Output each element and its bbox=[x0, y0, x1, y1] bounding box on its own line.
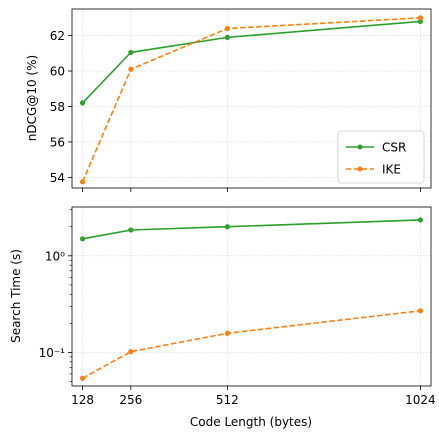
search-time-axes-frame bbox=[71, 206, 432, 387]
ndcg-point-ike-1 bbox=[128, 66, 134, 72]
ndcg-y-tick-label-4: 62 bbox=[50, 29, 65, 43]
ndcg-series bbox=[79, 15, 424, 185]
ndcg-y-tick-label-0: 54 bbox=[50, 171, 65, 185]
search-time-point-ike-0 bbox=[79, 375, 86, 381]
ndcg-axes-frame bbox=[71, 8, 432, 189]
search-time-x-tick-label-1: 256 bbox=[119, 393, 142, 407]
search-time-point-csr-3 bbox=[417, 217, 424, 223]
search-time-point-csr-1 bbox=[128, 227, 134, 233]
search-time-line-csr bbox=[82, 219, 421, 240]
search-time-point-ike-3 bbox=[417, 308, 424, 314]
search-time-x-tick-label-3: 1024 bbox=[405, 393, 436, 407]
search-time-point-csr-2 bbox=[224, 224, 230, 230]
ndcg-y-ticks: 54 56 58 60 62 bbox=[50, 29, 421, 192]
ndcg-panel: 54 56 58 60 62 nDCG@10 (%) CSR IKE bbox=[25, 8, 432, 192]
legend-label-ike: IKE bbox=[382, 163, 401, 177]
ndcg-point-csr-2 bbox=[224, 34, 230, 40]
search-time-ticks: 10⁻¹ 10⁰ 128 256 512 1024 bbox=[39, 209, 436, 407]
search-time-y-tick-label-0: 10⁻¹ bbox=[39, 346, 66, 360]
search-time-line-ike bbox=[82, 309, 421, 380]
ndcg-point-ike-0 bbox=[79, 179, 86, 185]
ndcg-y-tick-label-1: 56 bbox=[50, 135, 65, 149]
legend-marker-csr bbox=[357, 144, 363, 150]
legend-marker-ike bbox=[357, 166, 363, 172]
ndcg-y-axis-label: nDCG@10 (%) bbox=[25, 55, 39, 141]
search-time-y-axis-label: Search Time (s) bbox=[9, 249, 23, 343]
ndcg-point-ike-3 bbox=[417, 15, 424, 21]
legend: CSR IKE bbox=[337, 130, 425, 184]
ndcg-point-csr-1 bbox=[128, 49, 134, 56]
ndcg-line-csr bbox=[81, 20, 421, 104]
search-time-point-csr-0 bbox=[79, 236, 86, 242]
search-time-y-tick-label-1: 10⁰ bbox=[45, 249, 65, 263]
legend-frame bbox=[337, 130, 425, 184]
x-axis-label: Code Length (bytes) bbox=[190, 415, 312, 429]
ndcg-point-csr-0 bbox=[79, 100, 86, 106]
ndcg-y-tick-label-2: 58 bbox=[50, 100, 65, 114]
search-time-series bbox=[79, 217, 424, 381]
ndcg-y-tick-label-3: 60 bbox=[50, 65, 65, 79]
search-time-point-ike-2 bbox=[224, 330, 230, 336]
search-time-point-ike-1 bbox=[128, 349, 134, 355]
ndcg-point-ike-2 bbox=[224, 25, 230, 32]
ndcg-line-ike bbox=[81, 17, 421, 183]
search-time-panel: 10⁻¹ 10⁰ 128 256 512 1024 Search Time (s) Cod… bbox=[9, 206, 436, 429]
legend-label-csr: CSR bbox=[382, 141, 406, 155]
search-time-x-tick-label-0: 128 bbox=[71, 393, 94, 407]
search-time-x-tick-label-2: 512 bbox=[216, 393, 239, 407]
